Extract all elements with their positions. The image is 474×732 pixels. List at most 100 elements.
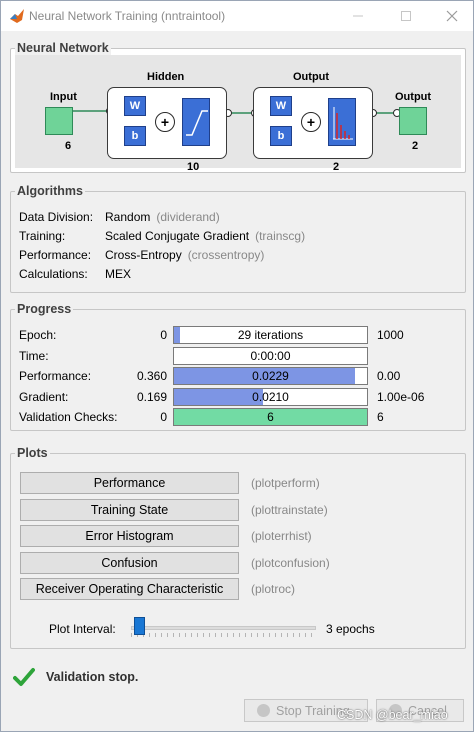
minimize-button[interactable] xyxy=(343,5,373,27)
progress-fill xyxy=(174,368,356,384)
network-diagram: Input 6 Hidden W b + 10 Output W b + xyxy=(15,55,461,173)
progress-row: Epoch: 0 29 iterations 1000 xyxy=(11,326,467,344)
plots-panel: Plots Performance (plotperform) Training S… xyxy=(10,446,466,649)
output-sum-node: + xyxy=(301,112,321,132)
minimize-icon xyxy=(353,15,363,17)
progress-bar: 0:00:00 xyxy=(173,346,368,365)
algorithm-name: Cross-Entropy xyxy=(105,248,182,262)
softmax-bars-icon xyxy=(333,107,353,140)
input-node xyxy=(45,107,73,135)
progress-min: 0 xyxy=(160,328,167,342)
algorithm-name: MEX xyxy=(105,267,132,281)
algorithm-name: Scaled Conjugate Gradient xyxy=(105,229,250,243)
algorithm-function: (crossentropy) xyxy=(187,248,265,262)
window-title: Neural Network Training (nntraintool) xyxy=(29,9,226,23)
progress-max: 1000 xyxy=(377,328,404,342)
algorithms-panel: Algorithms Data Division: Random (dividera… xyxy=(10,184,466,293)
cancel-button[interactable]: Cancel xyxy=(376,699,464,722)
algorithm-value: MEX xyxy=(105,267,137,281)
output-layer-size: 2 xyxy=(333,161,340,173)
stop-training-label: Stop Training xyxy=(276,703,350,718)
output-layer-box: W b + xyxy=(253,87,373,159)
status-message: Validation stop. xyxy=(46,670,139,684)
plot-function: (plotroc) xyxy=(251,582,296,596)
output-node xyxy=(399,107,427,135)
plot-function: (plotperform) xyxy=(251,476,320,490)
tansig-activation-block xyxy=(182,98,210,146)
algorithm-label: Data Division: xyxy=(19,210,94,224)
algorithm-label: Calculations: xyxy=(19,267,88,281)
progress-max: 6 xyxy=(377,410,384,424)
matlab-logo-icon xyxy=(10,9,24,23)
progress-fill xyxy=(174,409,367,425)
close-icon xyxy=(446,10,458,22)
progress-value: 6 xyxy=(267,410,274,424)
progress-row: Time: 0:00:00 xyxy=(11,346,467,365)
progress-bar: 29 iterations xyxy=(173,326,368,344)
algorithm-name: Random xyxy=(105,210,151,224)
algorithm-label: Training: xyxy=(19,229,66,243)
output-size: 2 xyxy=(412,140,419,152)
plot-function: (plottrainstate) xyxy=(251,502,328,517)
plot-button[interactable]: Training State xyxy=(20,498,239,521)
output-bias-block: b xyxy=(270,126,292,146)
progress-min: 0.169 xyxy=(136,389,167,404)
watermark: CSDN @bear_miao xyxy=(337,708,448,722)
stop-training-button[interactable]: Stop Training xyxy=(244,699,368,722)
progress-value: 0:00:00 xyxy=(250,348,291,363)
progress-bar: 0.0229 xyxy=(173,367,368,385)
output-layer-label: Output xyxy=(293,71,330,83)
hidden-layer-box: W b + xyxy=(107,87,227,159)
progress-value: 0.0210 xyxy=(252,389,289,404)
input-label: Input xyxy=(50,91,77,103)
cancel-label: Cancel xyxy=(408,703,447,718)
plot-interval-slider-ticks xyxy=(131,633,316,637)
plot-function: (plotconfusion) xyxy=(251,555,330,570)
progress-bar: 0.0210 xyxy=(173,387,368,406)
plot-button[interactable]: Confusion xyxy=(20,551,239,574)
progress-label: Gradient: xyxy=(19,389,69,404)
input-size: 6 xyxy=(65,140,72,152)
plot-button[interactable]: Error Histogram xyxy=(20,525,239,547)
checkmark-icon xyxy=(13,668,35,686)
algorithm-label: Performance: xyxy=(19,248,92,262)
plots-title: Plots xyxy=(15,446,50,460)
output-weight-block: W xyxy=(270,96,292,116)
plot-interval-label: Plot Interval: xyxy=(49,622,116,636)
progress-label: Performance: xyxy=(19,369,92,383)
progress-min: 0 xyxy=(160,410,167,424)
progress-fill xyxy=(174,388,263,405)
algorithm-value: Scaled Conjugate Gradient (trainscg) xyxy=(105,229,305,243)
progress-value: 29 iterations xyxy=(237,328,304,342)
progress-label: Time: xyxy=(19,348,49,363)
hidden-size: 10 xyxy=(187,161,200,173)
progress-max: 0.00 xyxy=(377,369,401,383)
algorithm-row: Data Division: Random (dividerand) xyxy=(19,210,459,226)
neural-network-panel: Neural Network xyxy=(10,41,466,173)
algorithm-function: (dividerand) xyxy=(156,210,220,224)
progress-max: 1.00e-06 xyxy=(377,389,425,404)
algorithm-value: Cross-Entropy (crossentropy) xyxy=(105,248,264,262)
title-bar: Neural Network Training (nntraintool) xyxy=(1,1,473,31)
cancel-icon xyxy=(389,704,402,717)
hidden-sum-node: + xyxy=(155,112,175,132)
progress-panel: Progress Epoch: 0 29 iterations 1000 Time: 0:… xyxy=(10,302,467,431)
progress-bar: 6 xyxy=(173,408,368,426)
plot-button[interactable]: Performance xyxy=(20,472,239,494)
progress-fill xyxy=(174,327,180,343)
algorithms-title: Algorithms xyxy=(15,184,85,198)
plot-interval-slider-thumb[interactable] xyxy=(134,617,145,635)
plot-interval-slider-track[interactable] xyxy=(131,626,316,630)
maximize-button[interactable] xyxy=(391,5,421,27)
algorithm-row: Performance: Cross-Entropy (crossentropy) xyxy=(19,248,459,264)
progress-row: Validation Checks: 0 6 6 xyxy=(11,408,467,426)
progress-row: Performance: 0.360 0.0229 0.00 xyxy=(11,367,467,385)
hidden-bias-block: b xyxy=(124,126,146,146)
plot-button[interactable]: Receiver Operating Characteristic xyxy=(20,578,239,600)
close-button[interactable] xyxy=(437,5,467,27)
progress-label: Epoch: xyxy=(19,328,57,342)
progress-label: Validation Checks: xyxy=(19,410,118,424)
tansig-curve-icon xyxy=(186,110,208,136)
stop-icon xyxy=(257,704,270,717)
